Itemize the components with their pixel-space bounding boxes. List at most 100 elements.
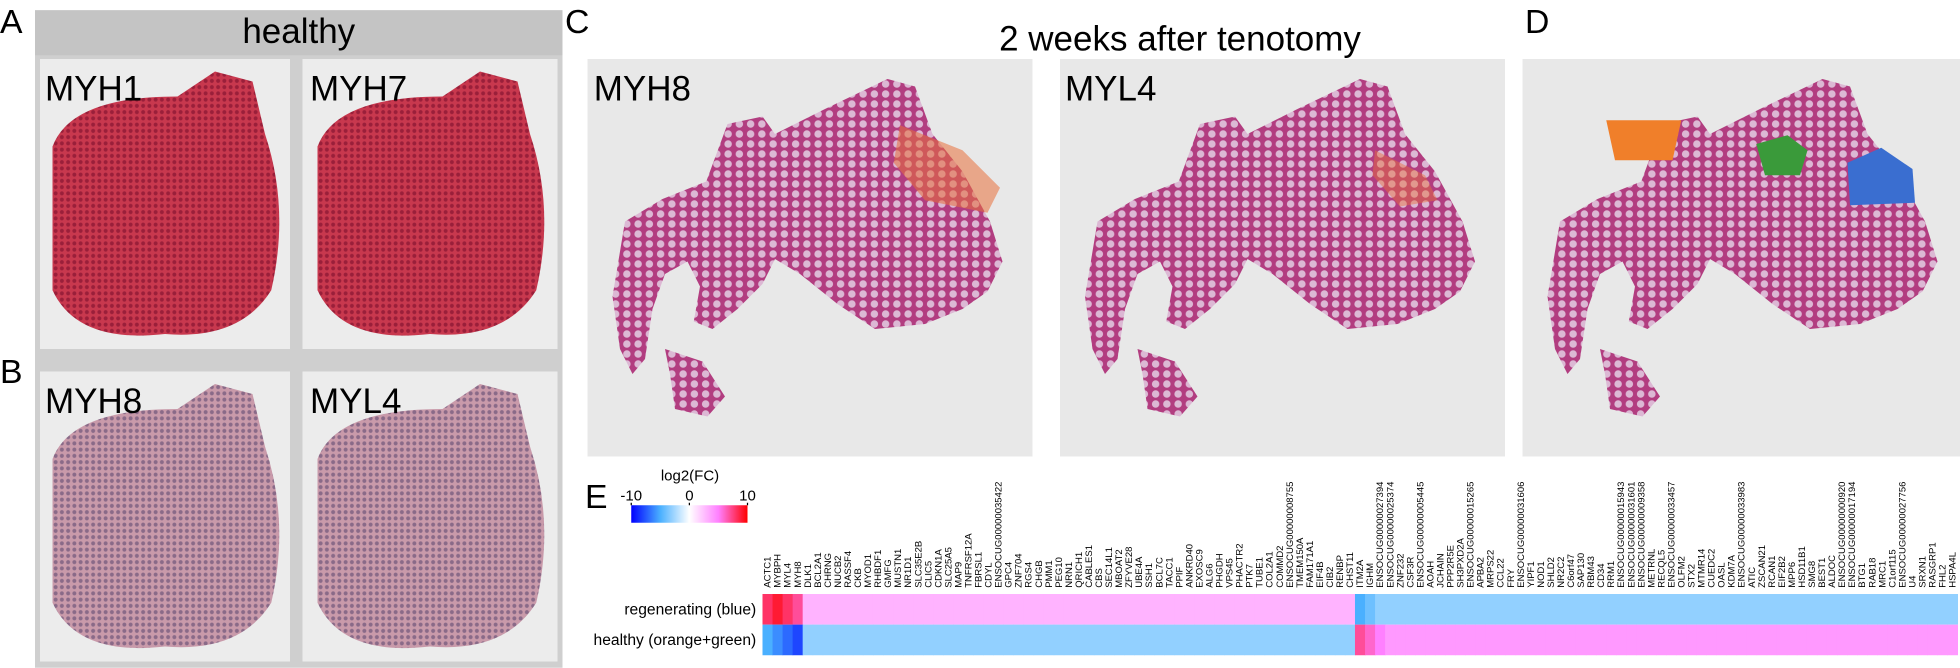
heatmap-cell — [1224, 624, 1235, 656]
gene-label: SRXN1 — [1917, 556, 1928, 588]
heatmap-cell — [1365, 594, 1376, 625]
heatmap-cell — [943, 624, 954, 656]
heatmap-cell — [1947, 594, 1958, 625]
heatmap-cell — [953, 624, 964, 656]
heatmap-cell — [1435, 624, 1446, 656]
heatmap-cell — [1344, 594, 1356, 625]
gene-label: HSD11B1 — [1797, 546, 1808, 588]
gene-label: ENSOCUG00000031601 — [1626, 482, 1637, 588]
gene-label: CHGB — [1034, 560, 1045, 587]
heatmap-cell — [762, 594, 774, 625]
gene-label: ZNF704 — [1014, 553, 1025, 587]
heatmap-cell — [802, 624, 814, 656]
heatmap-cell — [1836, 624, 1848, 656]
gene-label: ENSOCUG00000031606 — [1516, 482, 1527, 588]
gene-label: CIB2 — [1325, 567, 1336, 588]
heatmap-cell — [1154, 594, 1165, 625]
heatmap-cell — [1766, 624, 1778, 656]
heatmap-cell — [1455, 594, 1466, 625]
image-label: MYL4 — [310, 382, 401, 421]
heatmap-cell — [1806, 594, 1818, 625]
gene-label: ANKRD40 — [1184, 544, 1195, 588]
heatmap-cell — [1585, 624, 1597, 656]
heatmap-cell — [1907, 624, 1918, 656]
heatmap-cell — [1505, 624, 1517, 656]
gene-label: MUSTN1 — [893, 549, 904, 588]
heatmap-cell — [1244, 594, 1256, 625]
expression-region — [1372, 150, 1438, 207]
heatmap-cell — [1385, 594, 1396, 625]
gene-label: FRY — [1506, 568, 1517, 587]
gene-label: SSH1 — [1144, 563, 1155, 588]
heatmap-cell — [1696, 594, 1707, 625]
heatmap-cell — [1816, 624, 1828, 656]
tenotomy-title: 2 weeks after tenotomy — [999, 19, 1361, 58]
heatmap-cell — [1445, 624, 1456, 656]
heatmap-cell — [782, 624, 794, 656]
heatmap-cell — [883, 594, 894, 625]
image-label: MYH8 — [594, 69, 691, 108]
gene-label: MYL4 — [783, 563, 794, 588]
gene-label: ENSOCUG00000005445 — [1415, 482, 1426, 588]
heatmap-cell — [1204, 624, 1215, 656]
heatmap-cell — [1264, 624, 1276, 656]
gene-label: NUCB2 — [833, 556, 844, 588]
gene-label: PHACTR2 — [1235, 543, 1246, 587]
heatmap-cell — [1826, 624, 1838, 656]
heatmap-cell — [1284, 594, 1296, 625]
panel-label: D — [1525, 3, 1549, 41]
heatmap-cell — [1164, 624, 1175, 656]
row-label: regenerating (blue) — [624, 601, 756, 618]
heatmap-cell — [1013, 624, 1025, 656]
heatmap-cell — [1857, 594, 1868, 625]
gene-label: NR1D1 — [903, 557, 914, 588]
panel-label: A — [0, 3, 23, 41]
gene-label: ZSCAN21 — [1757, 545, 1768, 588]
heatmap-cell — [1314, 594, 1326, 625]
heatmap-cell — [1134, 624, 1145, 656]
heatmap-cell — [1776, 624, 1788, 656]
heatmap-cell — [1224, 594, 1235, 625]
gene-label: CDKN1A — [933, 549, 944, 588]
heatmap-cell — [1867, 594, 1878, 625]
gene-label: ALG6 — [1204, 563, 1215, 587]
gene-label: BCL2A1 — [813, 552, 824, 587]
heatmap-cell — [1796, 624, 1808, 656]
gene-label: VPS45 — [1225, 558, 1236, 588]
heatmap-cell — [1786, 594, 1798, 625]
heatmap-cell — [1806, 624, 1818, 656]
heatmap-cell — [1756, 594, 1768, 625]
gene-label: PPIF — [1174, 566, 1185, 587]
heatmap-cell — [1736, 624, 1748, 656]
heatmap-cell — [1254, 594, 1266, 625]
gene-label: PPP2R5E — [1446, 545, 1457, 588]
heatmap-cell — [1304, 594, 1316, 625]
heatmap-cell — [1354, 624, 1366, 656]
gene-label: CABLES1 — [1084, 545, 1095, 588]
gene-label: ENSOCUG00000009358 — [1636, 482, 1647, 588]
heatmap-cell — [1626, 594, 1637, 625]
heatmap-cell — [1043, 624, 1055, 656]
heatmap-cell — [1766, 594, 1778, 625]
heatmap-cell — [1676, 594, 1687, 625]
heatmap-cell — [792, 624, 804, 656]
gene-label: GMFG — [883, 559, 894, 588]
heatmap-cell — [1405, 594, 1416, 625]
heatmap-cell — [1425, 624, 1436, 656]
heatmap-cell — [1144, 624, 1155, 656]
heatmap-cell — [1053, 624, 1065, 656]
heatmap-cell — [1053, 594, 1065, 625]
gene-label: ENSOCUG00000000920 — [1837, 482, 1848, 588]
gene-label: SAP130 — [1576, 553, 1587, 588]
gene-label: ENSOCUG00000015943 — [1616, 482, 1627, 588]
heatmap-cell — [1324, 594, 1336, 625]
heatmap-cell — [1164, 594, 1175, 625]
heatmap-cell — [862, 594, 874, 625]
heatmap-cell — [1354, 594, 1366, 625]
heatmap-cell — [852, 594, 864, 625]
gene-label: ENSOCUG00000027756 — [1897, 482, 1908, 588]
heatmap-cell — [1435, 594, 1446, 625]
gene-label: KDM7A — [1727, 554, 1738, 587]
gene-label: COL2A1 — [1265, 551, 1276, 587]
